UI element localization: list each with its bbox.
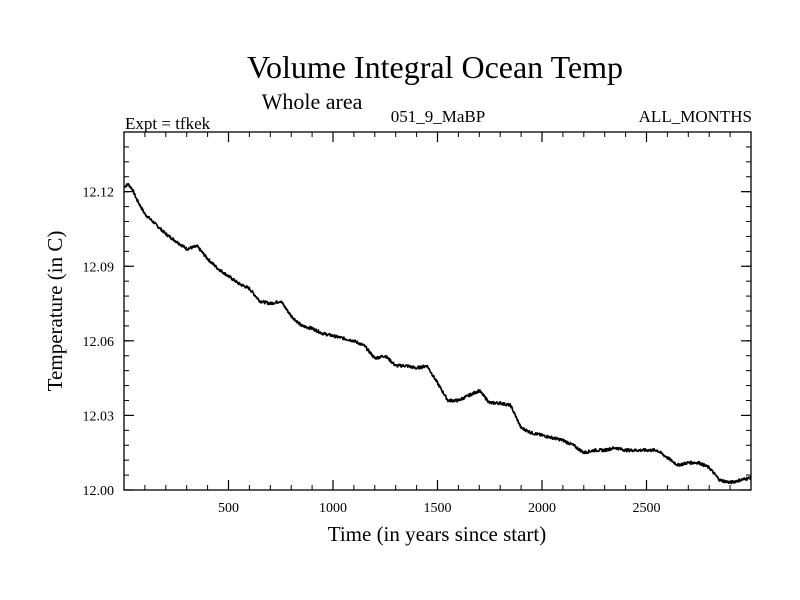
y-axis-label: Temperature (in C) xyxy=(43,231,67,392)
experiment-label: Expt = tfkek xyxy=(125,114,211,133)
y-tick-label: 12.06 xyxy=(83,335,115,350)
y-tick-label: 12.00 xyxy=(83,484,115,499)
plot-frame xyxy=(123,131,752,491)
chart-title: Volume Integral Ocean Temp xyxy=(247,49,623,85)
x-axis-label: Time (in years since start) xyxy=(328,522,547,546)
series-group xyxy=(123,183,752,485)
run-id-label: 051_9_MaBP xyxy=(391,107,485,126)
x-tick-label: 500 xyxy=(218,501,239,516)
chart-subtitle: Whole area xyxy=(262,89,363,114)
y-tick-label: 12.12 xyxy=(83,186,115,201)
temperature-series-line xyxy=(123,183,752,485)
x-tick-label: 2500 xyxy=(633,501,661,516)
x-tick-label: 1000 xyxy=(319,501,347,516)
axis-ticks xyxy=(124,132,751,491)
plot-area xyxy=(123,131,752,491)
months-label: ALL_MONTHS xyxy=(639,107,752,126)
x-tick-label: 2000 xyxy=(528,501,556,516)
x-tick-label: 1500 xyxy=(424,501,452,516)
y-tick-label: 12.09 xyxy=(83,260,115,275)
tick-labels: 500 1000 1500 2000 2500 12.00 12.03 12.06 12.09 1… xyxy=(83,186,661,516)
y-tick-label: 12.03 xyxy=(83,409,115,424)
